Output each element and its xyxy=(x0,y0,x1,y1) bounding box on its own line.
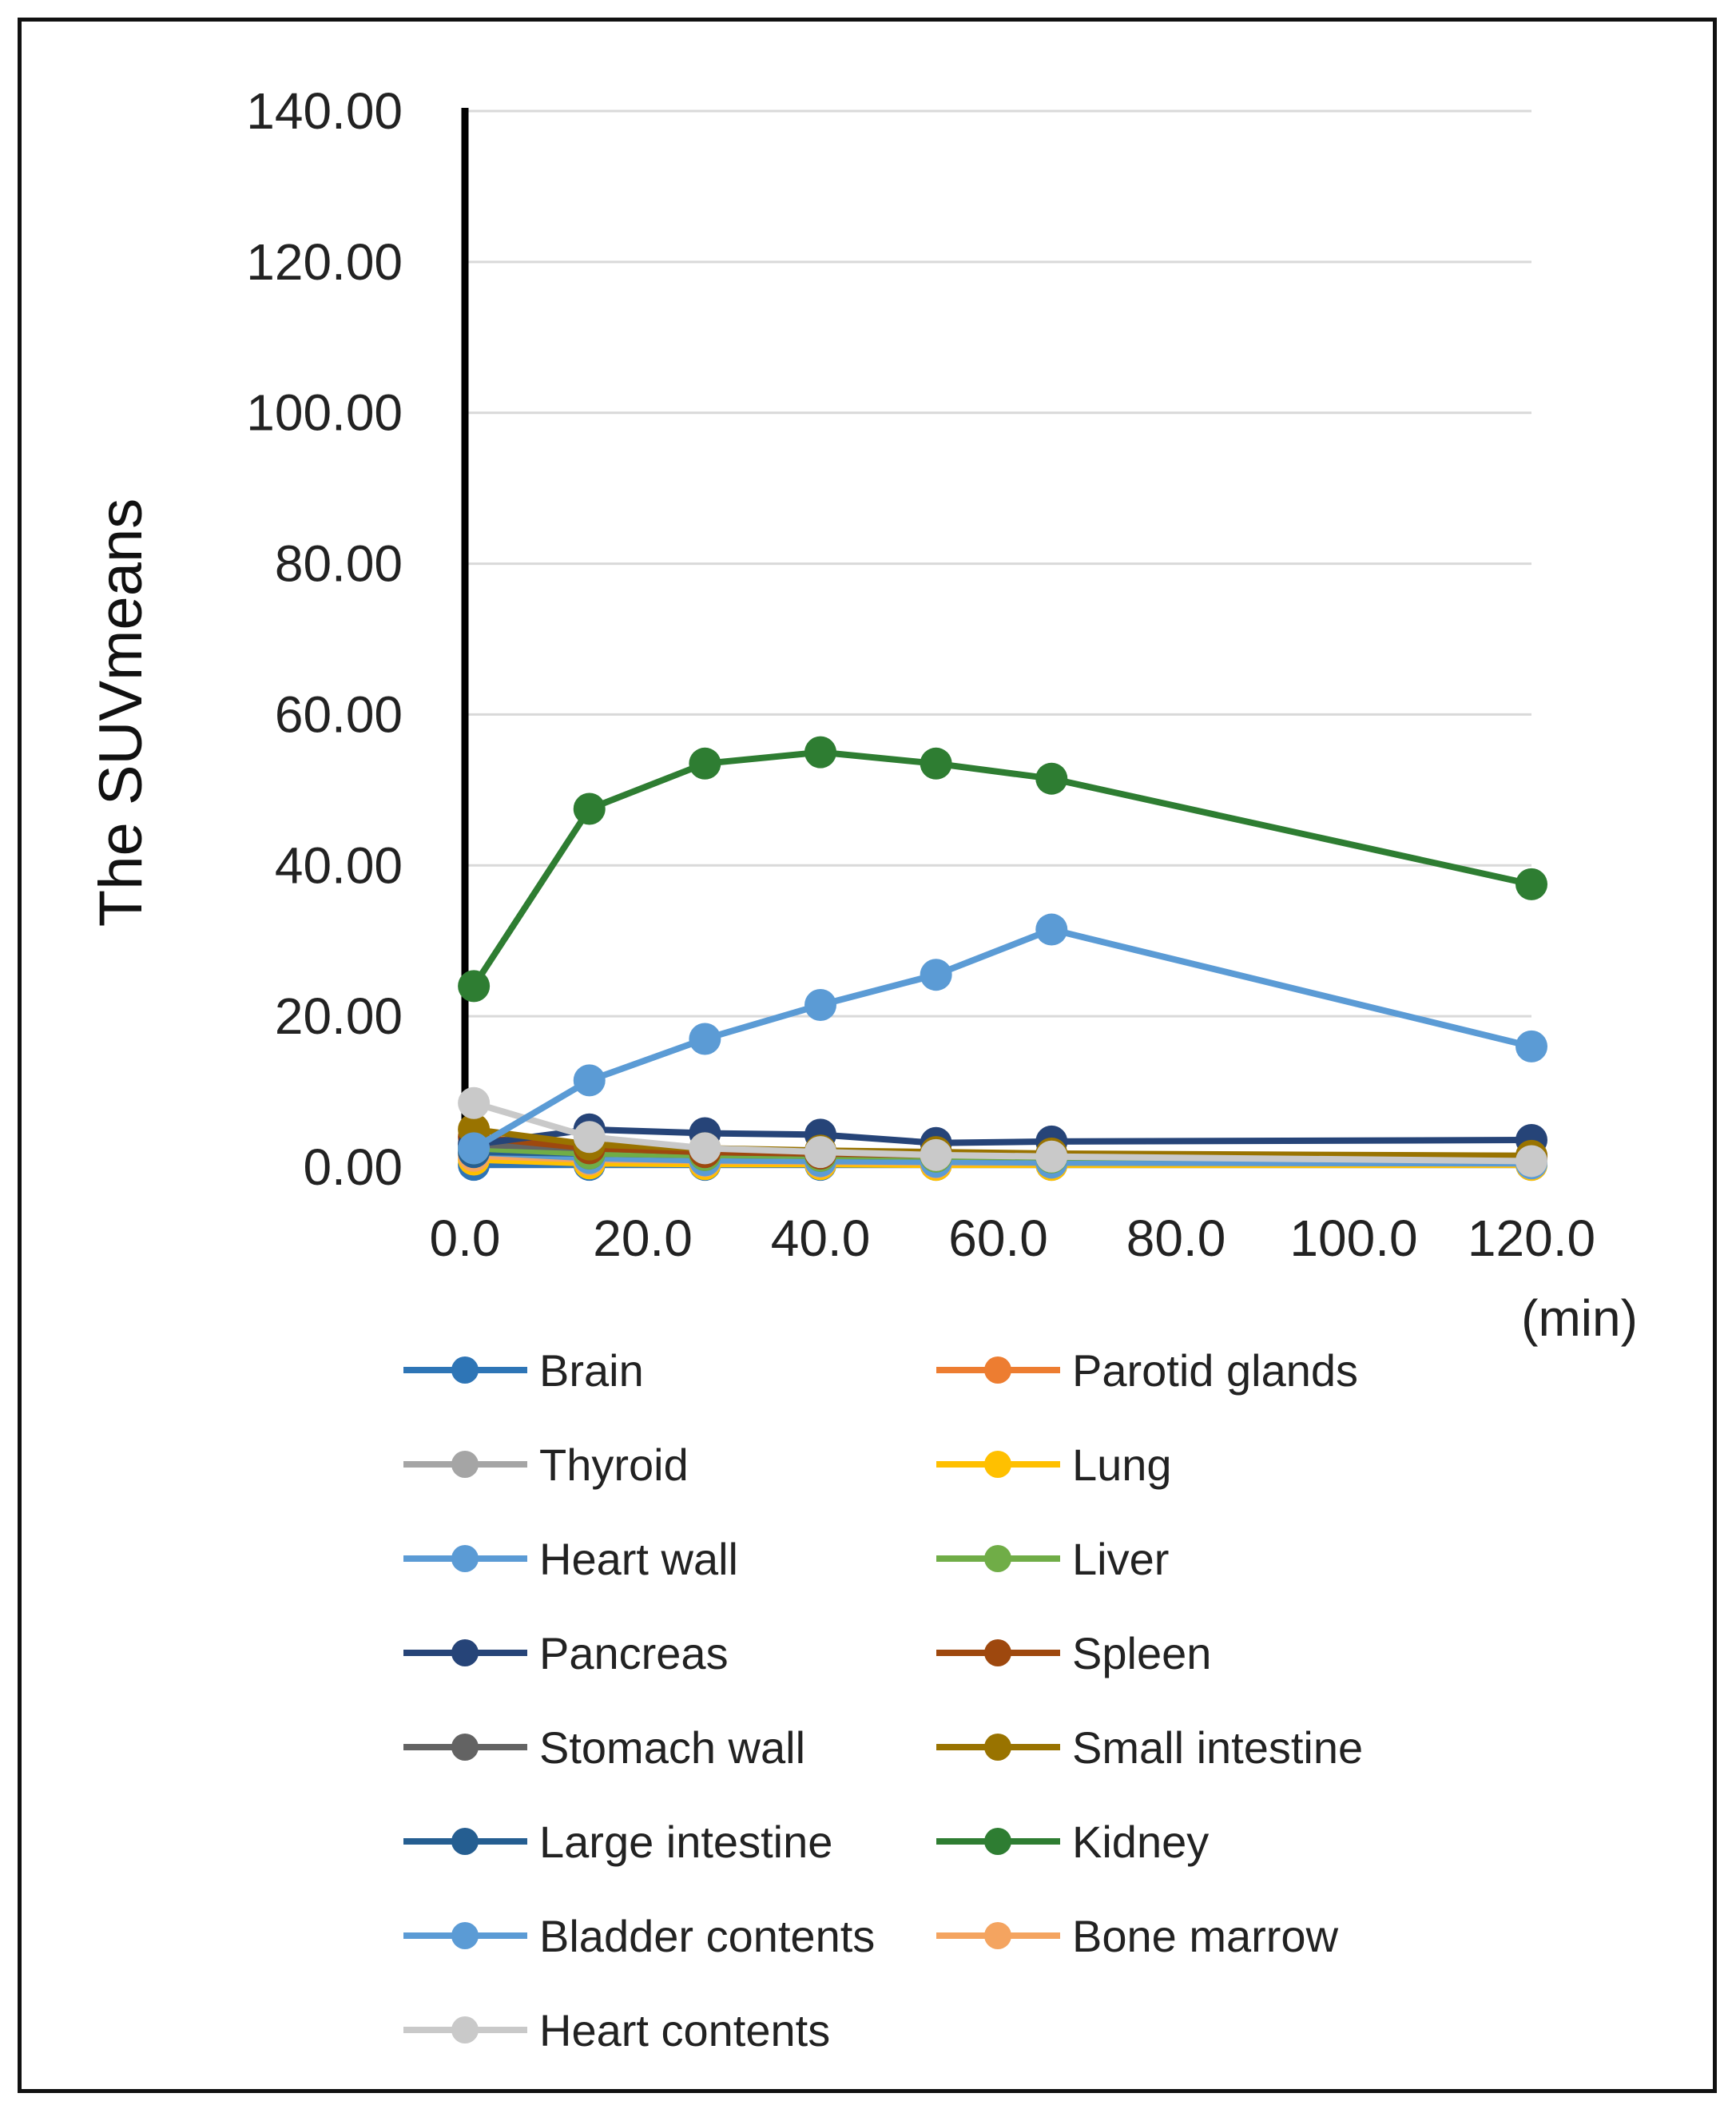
y-tick-label: 120.00 xyxy=(246,233,403,291)
legend-label: Small intestine xyxy=(1072,1722,1363,1773)
data-point-kidney xyxy=(1035,762,1068,795)
legend-item-parotid-glands: Parotid glands xyxy=(936,1345,1358,1396)
legend-marker xyxy=(451,1828,479,1855)
data-point-kidney xyxy=(920,747,952,780)
legend-item-brain: Brain xyxy=(403,1345,644,1396)
legend-item-kidney: Kidney xyxy=(936,1817,1209,1867)
x-tick-label: 80.0 xyxy=(1126,1209,1226,1267)
x-tick-labels: 0.0 20.0 40.0 60.0 80.0 100.0 120.0 xyxy=(430,1209,1596,1267)
legend-marker xyxy=(984,1922,1011,1949)
x-tick-label: 40.0 xyxy=(771,1209,871,1267)
legend-label: Brain xyxy=(539,1345,644,1396)
legend-label: Kidney xyxy=(1072,1817,1209,1867)
legend-marker xyxy=(451,1734,479,1761)
legend-label: Pancreas xyxy=(539,1628,729,1678)
legend-label: Heart wall xyxy=(539,1534,738,1584)
legend-label: Bladder contents xyxy=(539,1911,875,1961)
data-point-kidney xyxy=(458,970,491,1003)
gridlines xyxy=(465,109,1531,1169)
data-point-heart-contents xyxy=(920,1138,952,1171)
legend-item-bone-marrow: Bone marrow xyxy=(936,1911,1339,1961)
legend-marker xyxy=(984,1828,1011,1855)
data-point-heart-contents xyxy=(1035,1140,1068,1173)
x-tick-label: 20.0 xyxy=(593,1209,693,1267)
legend-label: Bone marrow xyxy=(1072,1911,1339,1961)
legend-marker xyxy=(451,1639,479,1666)
data-point-kidney xyxy=(804,736,836,769)
series-bladder-contents xyxy=(458,913,1547,1165)
data-point-heart-contents xyxy=(689,1132,721,1165)
y-tick-label: 60.00 xyxy=(275,685,403,743)
data-point-heart-contents xyxy=(458,1086,491,1119)
legend-item-stomach-wall: Stomach wall xyxy=(403,1722,805,1773)
legend-marker xyxy=(984,1734,1011,1761)
legend-item-heart-wall: Heart wall xyxy=(403,1534,738,1584)
legend-label: Lung xyxy=(1072,1440,1172,1490)
legend-marker xyxy=(984,1545,1011,1572)
data-point-bladder-contents xyxy=(458,1132,491,1165)
legend-marker xyxy=(451,1922,479,1949)
y-tick-labels: 0.00 20.00 40.00 60.00 80.00 100.00 120.00 140.… xyxy=(246,82,403,1196)
y-tick-label: 140.00 xyxy=(246,82,403,140)
x-tick-label: 0.0 xyxy=(430,1209,501,1267)
legend-item-liver: Liver xyxy=(936,1534,1169,1584)
legend-label: Thyroid xyxy=(539,1440,689,1490)
legend-item-bladder-contents: Bladder contents xyxy=(403,1911,875,1961)
data-point-bladder-contents xyxy=(573,1064,606,1097)
x-tick-label: 100.0 xyxy=(1289,1209,1417,1267)
series-layer xyxy=(458,736,1547,1182)
legend-marker xyxy=(451,1451,479,1478)
x-tick-label: 60.0 xyxy=(948,1209,1048,1267)
y-tick-label: 100.00 xyxy=(246,384,403,442)
data-point-kidney xyxy=(1516,868,1547,900)
y-axis-label: The SUVmeans xyxy=(87,498,155,927)
data-point-kidney xyxy=(689,747,721,780)
legend-label: Large intestine xyxy=(539,1817,832,1867)
y-tick-label: 0.00 xyxy=(303,1138,403,1196)
data-point-heart-contents xyxy=(1516,1145,1547,1178)
y-tick-label: 80.00 xyxy=(275,535,403,593)
legend: Brain Parotid glands Thyroid Lung Heart wall… xyxy=(403,1345,1363,2055)
legend-label: Spleen xyxy=(1072,1628,1211,1678)
legend-label: Stomach wall xyxy=(539,1722,805,1773)
legend-marker xyxy=(451,1356,479,1384)
data-point-bladder-contents xyxy=(689,1023,721,1055)
legend-item-pancreas: Pancreas xyxy=(403,1628,729,1678)
legend-marker xyxy=(451,2016,479,2044)
line-chart: 0.00 20.00 40.00 60.00 80.00 100.00 120.00 140.… xyxy=(87,82,1638,2055)
data-point-bladder-contents xyxy=(1035,913,1068,946)
legend-item-lung: Lung xyxy=(936,1440,1172,1490)
data-point-kidney xyxy=(573,792,606,825)
y-tick-label: 40.00 xyxy=(275,836,403,894)
legend-label: Heart contents xyxy=(539,2005,830,2055)
x-axis-unit-label: (min) xyxy=(1521,1289,1638,1347)
legend-marker xyxy=(984,1451,1011,1478)
data-point-bladder-contents xyxy=(920,959,952,991)
legend-marker xyxy=(984,1639,1011,1666)
legend-item-large-intestine: Large intestine xyxy=(403,1817,832,1867)
series-line-bladder-contents xyxy=(472,926,1532,1151)
legend-item-spleen: Spleen xyxy=(936,1628,1211,1678)
data-point-heart-contents xyxy=(804,1136,836,1169)
legend-marker xyxy=(451,1545,479,1572)
x-tick-label: 120.0 xyxy=(1468,1209,1595,1267)
legend-item-heart-contents: Heart contents xyxy=(403,2005,830,2055)
legend-item-small-intestine: Small intestine xyxy=(936,1722,1363,1773)
legend-label: Parotid glands xyxy=(1072,1345,1358,1396)
y-tick-label: 20.00 xyxy=(275,987,403,1045)
legend-item-thyroid: Thyroid xyxy=(403,1440,689,1490)
data-point-bladder-contents xyxy=(804,988,836,1021)
series-heart-contents xyxy=(458,1086,1547,1178)
data-point-heart-contents xyxy=(573,1121,606,1154)
legend-label: Liver xyxy=(1072,1534,1169,1584)
series-kidney xyxy=(458,736,1547,1003)
chart-frame: 0.00 20.00 40.00 60.00 80.00 100.00 120.00 140.… xyxy=(18,18,1717,2093)
data-point-bladder-contents xyxy=(1516,1030,1547,1062)
legend-marker xyxy=(984,1356,1011,1384)
